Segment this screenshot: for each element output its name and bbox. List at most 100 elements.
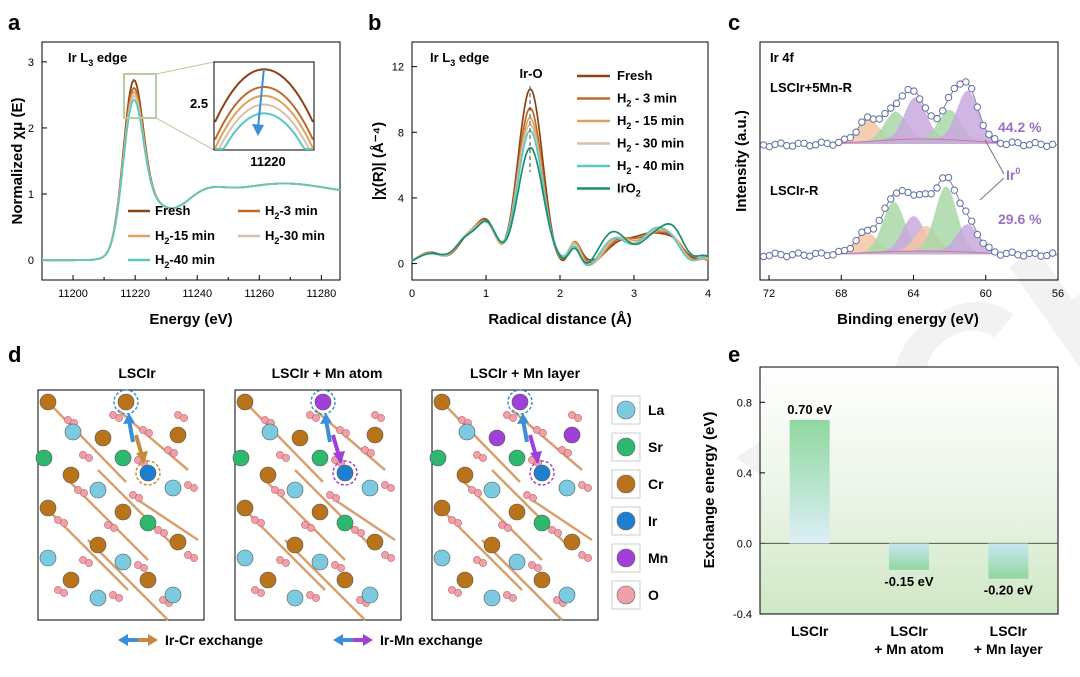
ytick-label-a: 1 xyxy=(28,189,34,201)
xps-data-point xyxy=(876,116,882,122)
legend-atom-sr xyxy=(617,438,635,456)
atom-o xyxy=(190,554,197,561)
atom-o xyxy=(454,589,461,596)
legend-label-a-main: H xyxy=(265,203,274,218)
xps-data-point xyxy=(1049,250,1055,256)
atom-o xyxy=(474,489,481,496)
legend-label-a-tail: -15 min xyxy=(169,228,215,243)
atom-la xyxy=(90,590,106,606)
annotation-b: Ir L3 edge xyxy=(430,50,489,68)
structure-models: LSCIr LSCIr + Mn atom LSCIr + Mn layer xyxy=(36,365,598,620)
panel-label-a: a xyxy=(8,10,21,35)
atom-o xyxy=(145,429,152,436)
xps-data-point xyxy=(859,119,865,125)
xlabel-b: Radical distance (Å) xyxy=(488,311,631,328)
atom-la xyxy=(362,587,378,603)
legend-label-a: H2-3 min xyxy=(265,203,318,221)
atom-cr xyxy=(434,394,450,410)
xps-data-point xyxy=(963,208,969,214)
exchange-legend-arrow-right xyxy=(353,634,373,646)
exchange-legend-arrow-right xyxy=(138,634,158,646)
sample-label-bottom: LSCIr-R xyxy=(770,183,819,198)
legend-label-b-tail: - 3 min xyxy=(631,91,677,106)
xps-data-point xyxy=(934,115,940,121)
ir0-pointer-bottom xyxy=(980,178,1004,200)
legend-label-a-main: H xyxy=(155,228,164,243)
atom-ir xyxy=(140,465,156,481)
ytick-label-b: 12 xyxy=(392,62,404,74)
inset-connector-bottom xyxy=(156,118,214,150)
atom-la xyxy=(40,550,56,566)
legend-atom-label: O xyxy=(648,587,659,603)
ir0-label-sup: 0 xyxy=(1015,166,1020,176)
atom-la xyxy=(559,480,575,496)
legend-label-b: H2 - 3 min xyxy=(617,91,677,109)
atom-cr xyxy=(312,504,328,520)
atom-cr xyxy=(63,572,79,588)
atom-sr xyxy=(337,515,353,531)
legend-atom-la xyxy=(617,401,635,419)
xps-data-point xyxy=(974,231,980,237)
xtick-label-b: 4 xyxy=(705,288,711,300)
bar-value-label: 0.70 eV xyxy=(787,402,832,417)
xps-data-point xyxy=(922,105,928,111)
atom-cr xyxy=(63,467,79,483)
element-legend: LaSrCrIrMnO xyxy=(612,396,668,609)
xtick-label-c: 64 xyxy=(907,288,919,300)
structure-title: LSCIr + Mn atom xyxy=(272,365,383,381)
xtick-label-c: 56 xyxy=(1052,288,1064,300)
bar xyxy=(889,543,929,569)
category-label-line2: + Mn atom xyxy=(874,641,944,657)
legend-atom-label: Cr xyxy=(648,476,664,492)
xps-data-point xyxy=(893,100,899,106)
atom-cr xyxy=(118,394,134,410)
atom-o xyxy=(115,414,122,421)
legend-label-b-main: Fresh xyxy=(617,68,652,83)
panel-label-e: e xyxy=(728,342,740,367)
atom-o xyxy=(257,519,264,526)
atom-cr xyxy=(170,427,186,443)
ytick-label-a: 2 xyxy=(28,123,34,135)
structure-model: LSCIr + Mn layer xyxy=(430,365,598,620)
xtick-label-a: 11280 xyxy=(306,288,336,300)
xps-data-point xyxy=(876,217,882,223)
atom-la xyxy=(362,480,378,496)
panel-label-c: c xyxy=(728,10,740,35)
atom-o xyxy=(509,594,516,601)
xps-data-point xyxy=(882,110,888,116)
atom-sr xyxy=(233,450,249,466)
sample-label-top: LSCIr+5Mn-R xyxy=(770,80,853,95)
atom-la xyxy=(459,424,475,440)
xtick-label-b: 1 xyxy=(483,288,489,300)
atom-cr xyxy=(287,537,303,553)
atom-o xyxy=(342,429,349,436)
series-line-b xyxy=(412,108,708,262)
xtick-label-b: 3 xyxy=(631,288,637,300)
ytick-label-a: 3 xyxy=(28,57,34,69)
atom-cr xyxy=(260,572,276,588)
atom-cr xyxy=(337,572,353,588)
atom-cr xyxy=(237,500,253,516)
legend-label-b: H2 - 30 min xyxy=(617,136,684,154)
structure-model: LSCIr xyxy=(36,365,204,620)
atom-sr xyxy=(430,450,446,466)
figure: VCH a b c d e 11200112201124011260112800… xyxy=(0,0,1080,677)
legend-label-a-tail: -40 min xyxy=(169,252,215,267)
atom-la xyxy=(287,590,303,606)
ylabel-c: Intensity (a.u.) xyxy=(733,110,750,212)
exchange-legend-arrow-left xyxy=(333,634,353,646)
xps-data-point xyxy=(997,140,1003,146)
legend-label-a: H2-15 min xyxy=(155,228,215,246)
xps-data-point xyxy=(992,136,998,142)
atom-o xyxy=(529,494,536,501)
atom-o xyxy=(387,554,394,561)
ir0-percent-top: 44.2 % xyxy=(998,119,1042,135)
atom-cr xyxy=(457,467,473,483)
atom-o xyxy=(282,559,289,566)
atom-o xyxy=(377,414,384,421)
xps-data-point xyxy=(951,187,957,193)
atom-o xyxy=(80,489,87,496)
legend-atom-cr xyxy=(617,475,635,493)
xps-data-point xyxy=(957,200,963,206)
structure-model: LSCIr + Mn atom xyxy=(233,365,401,620)
